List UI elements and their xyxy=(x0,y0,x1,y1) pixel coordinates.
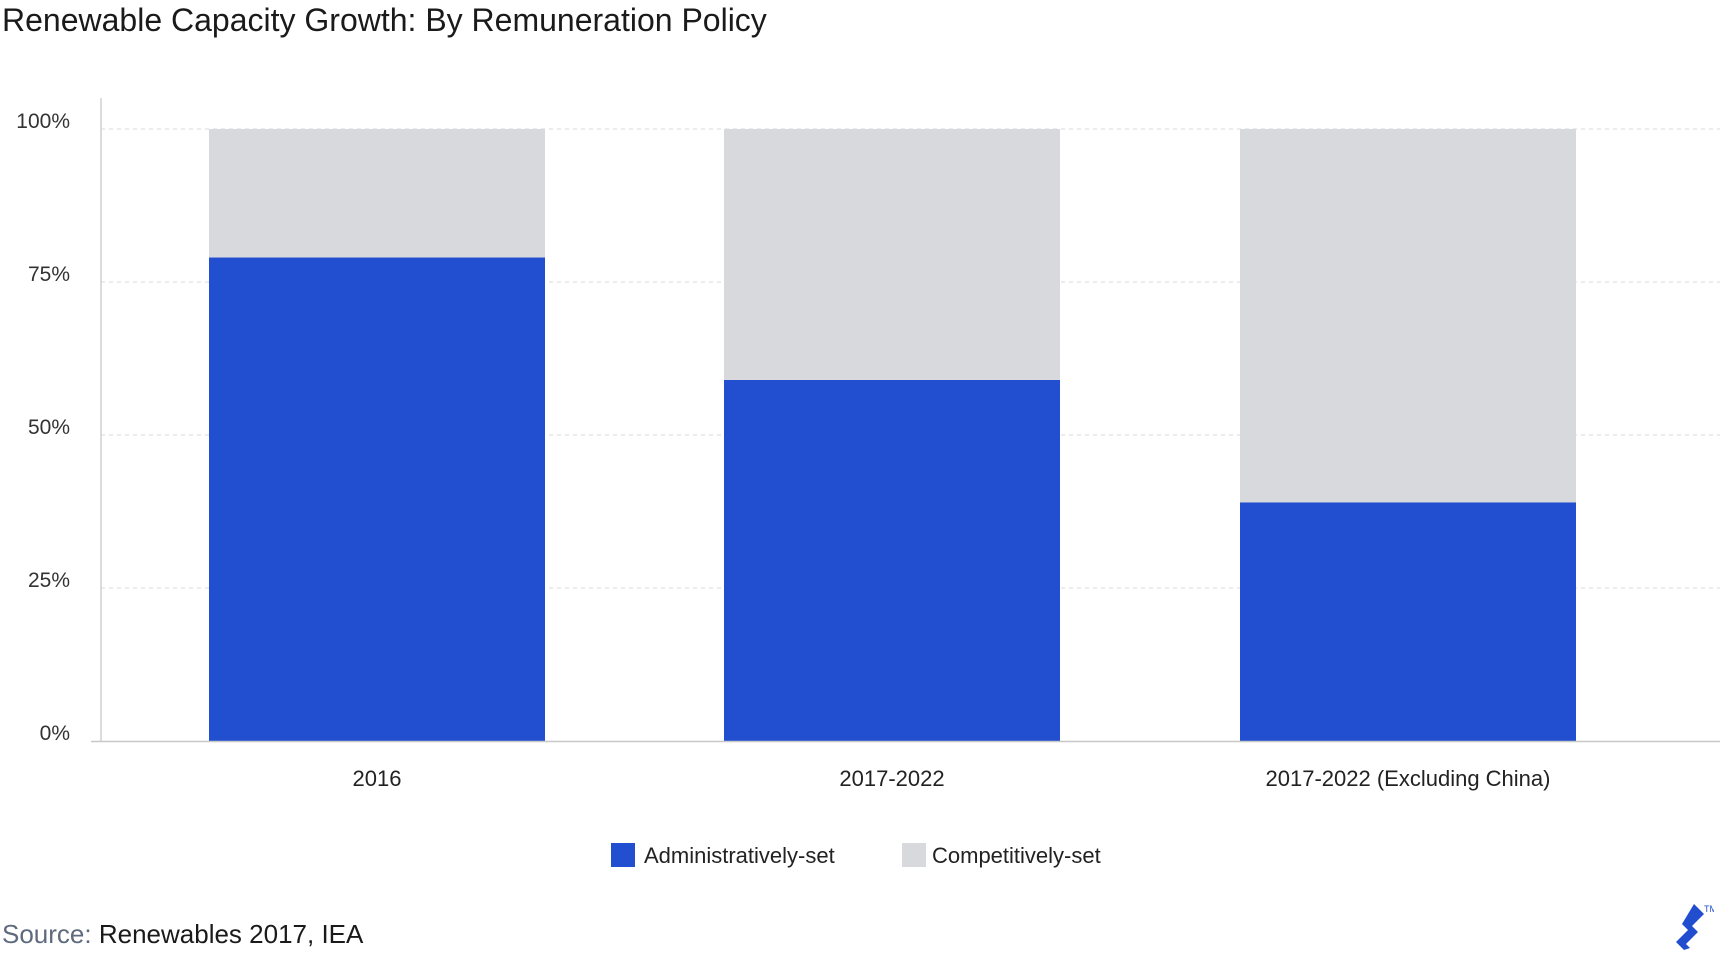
bar-competitively-set xyxy=(1240,129,1576,503)
x-tick-label: 2016 xyxy=(353,766,402,791)
legend-swatch xyxy=(611,843,635,867)
y-tick-label: 25% xyxy=(28,569,70,592)
legend-swatch xyxy=(902,843,926,867)
legend-label: Competitively-set xyxy=(932,843,1101,868)
bar-competitively-set xyxy=(724,129,1060,380)
svg-text:TM: TM xyxy=(1704,904,1714,914)
bar-competitively-set xyxy=(209,129,545,258)
source-label: Source: xyxy=(2,919,92,949)
bar-administratively-set xyxy=(1240,502,1576,741)
bars xyxy=(209,129,1576,741)
legend-label: Administratively-set xyxy=(644,843,835,868)
y-tick-label: 0% xyxy=(40,722,70,745)
toptal-logo-icon: TM xyxy=(1676,904,1714,950)
legend: Administratively-set Competitively-set xyxy=(611,843,1101,868)
chart-title: Renewable Capacity Growth: By Remunerati… xyxy=(2,2,767,38)
y-tick-label: 100% xyxy=(16,110,70,133)
source-text: Renewables 2017, IEA xyxy=(98,919,364,949)
x-tick-label: 2017-2022 (Excluding China) xyxy=(1266,766,1551,791)
x-axis-ticks: 2016 2017-2022 2017-2022 (Excluding China) xyxy=(353,766,1551,791)
y-tick-label: 75% xyxy=(28,263,70,286)
source-note: Source: Renewables 2017, IEA xyxy=(2,918,363,950)
bar-administratively-set xyxy=(209,257,545,741)
y-tick-label: 50% xyxy=(28,416,70,439)
bar-administratively-set xyxy=(724,379,1060,741)
x-tick-label: 2017-2022 xyxy=(839,766,944,791)
y-axis-ticks: 0% 25% 50% 75% 100% xyxy=(16,110,70,745)
